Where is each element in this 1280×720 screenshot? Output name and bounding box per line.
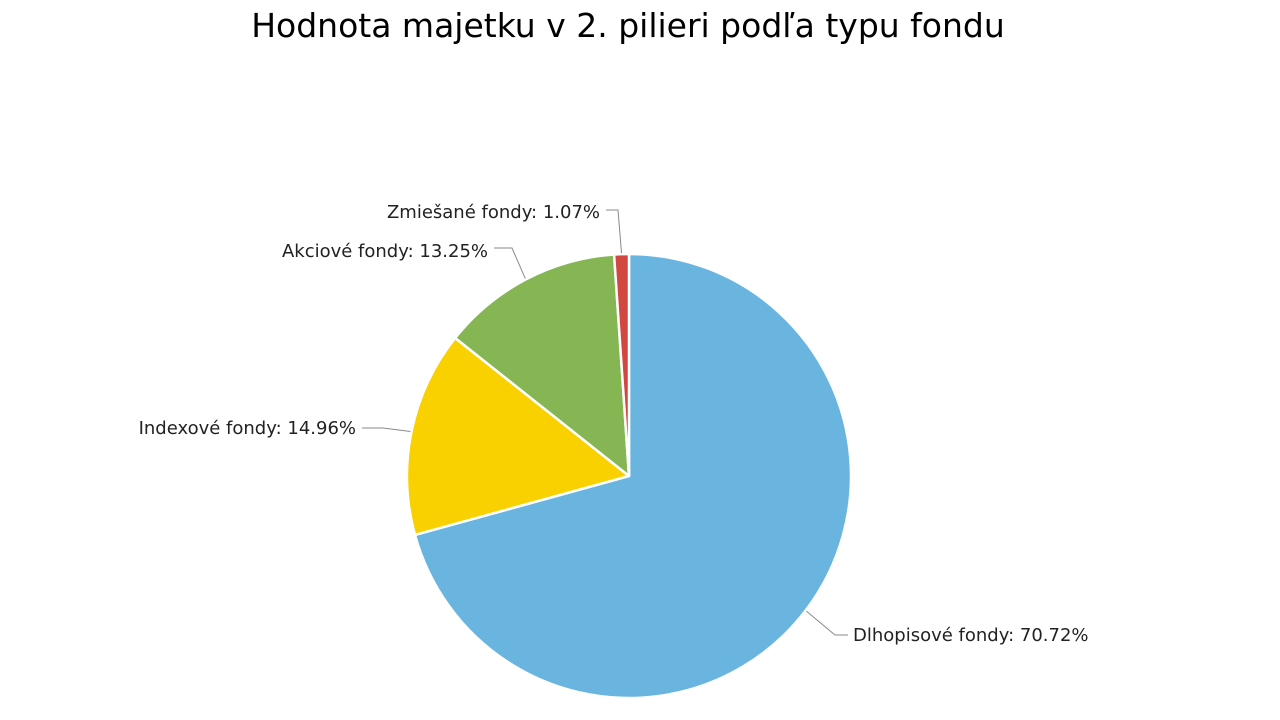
leader-line-2 [362, 427, 411, 432]
pie-slice-3 [453, 253, 631, 478]
leader-line-1 [806, 610, 848, 636]
pie-slices [405, 252, 853, 700]
pie-slice-2 [405, 336, 631, 537]
chart-title: Hodnota majetku v 2. pilieri podľa typu … [251, 6, 1005, 45]
slice-label-3: Akciové fondy: 13.25% [282, 241, 488, 262]
pie-labels: Dlhopisové fondy: 70.72% Indexové fondy: … [139, 202, 1089, 646]
pie-slice-4 [612, 252, 631, 478]
slice-label-4: Zmiešané fondy: 1.07% [387, 202, 600, 223]
leader-line-3 [494, 247, 526, 279]
slice-label-1: Dlhopisové fondy: 70.72% [853, 625, 1089, 646]
leader-line-4 [606, 209, 622, 254]
pie-slice-1 [413, 252, 853, 700]
slice-label-2: Indexové fondy: 14.96% [139, 418, 356, 439]
pie-leader-lines [362, 209, 848, 636]
